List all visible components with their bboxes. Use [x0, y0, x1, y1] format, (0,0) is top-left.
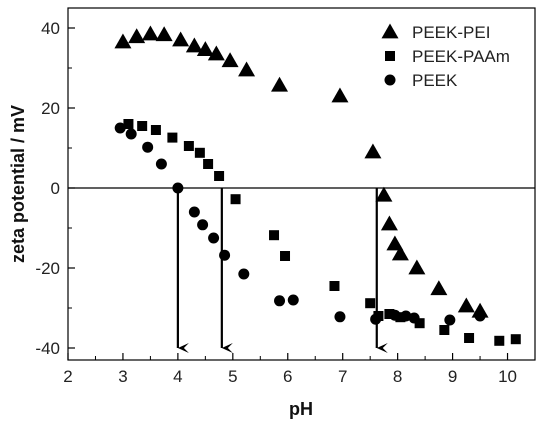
data-point — [125, 128, 137, 140]
y-tick-label: 20 — [41, 99, 60, 118]
data-point — [114, 122, 126, 134]
x-tick-label: 5 — [228, 367, 237, 386]
data-point — [230, 194, 241, 205]
legend-label: PEEK — [412, 71, 458, 90]
data-point — [510, 334, 521, 345]
data-point — [185, 37, 203, 53]
data-point — [457, 297, 475, 313]
legend-marker — [385, 51, 395, 61]
x-tick-label: 4 — [173, 367, 182, 386]
series-peek-pei — [114, 25, 489, 318]
data-point — [141, 25, 159, 41]
y-tick-label: -40 — [35, 339, 60, 358]
data-point — [207, 45, 225, 61]
data-point — [395, 312, 406, 323]
x-tick-label: 9 — [448, 367, 457, 386]
data-point — [408, 312, 420, 324]
legend-label: PEEK-PEI — [412, 23, 490, 42]
data-point — [408, 259, 426, 275]
data-point — [208, 232, 220, 244]
data-point — [439, 325, 450, 335]
series-peek — [114, 122, 486, 326]
data-point — [203, 159, 214, 169]
y-tick-label: 40 — [41, 19, 60, 38]
legend: PEEK-PEI PEEK-PAAm PEEK — [381, 23, 510, 90]
data-point — [221, 52, 239, 68]
data-point — [172, 182, 184, 194]
data-point — [391, 245, 409, 261]
data-point — [123, 119, 134, 129]
data-point — [370, 313, 382, 325]
data-point — [155, 158, 167, 170]
data-point — [384, 309, 395, 319]
x-tick-label: 10 — [498, 367, 517, 386]
data-point — [364, 143, 382, 159]
data-point — [287, 294, 299, 306]
data-point — [167, 132, 178, 143]
data-point — [400, 310, 412, 322]
data-point — [334, 311, 346, 323]
data-point — [269, 230, 280, 241]
data-point — [444, 314, 456, 326]
data-point — [172, 31, 190, 47]
data-point — [271, 76, 289, 92]
series-layer — [114, 25, 521, 346]
data-point — [142, 141, 154, 153]
data-point — [196, 41, 214, 56]
data-point — [197, 219, 209, 231]
data-point — [194, 147, 205, 158]
data-point — [150, 125, 161, 135]
y-axis-title: zeta potential / mV — [8, 105, 28, 263]
data-point — [375, 186, 393, 202]
data-point — [274, 295, 286, 307]
data-point — [329, 281, 340, 291]
x-tick-label: 3 — [118, 367, 127, 386]
data-point — [494, 335, 505, 346]
legend-marker — [384, 74, 396, 86]
data-point — [238, 61, 256, 77]
data-point — [280, 251, 291, 261]
data-point — [386, 235, 404, 251]
data-point — [155, 26, 173, 42]
legend-marker — [381, 23, 399, 39]
data-point — [389, 309, 401, 321]
data-point — [128, 28, 146, 44]
y-tick-label: -20 — [35, 259, 60, 278]
data-point — [474, 310, 486, 322]
y-tick-label: 0 — [51, 179, 60, 198]
data-point — [137, 121, 148, 131]
legend-label: PEEK-PAAm — [412, 47, 510, 66]
data-point — [214, 171, 225, 181]
x-tick-label: 8 — [393, 367, 402, 386]
data-point — [380, 215, 398, 231]
data-point — [464, 333, 475, 343]
data-point — [430, 280, 448, 296]
data-point — [238, 268, 250, 280]
x-tick-label: 7 — [338, 367, 347, 386]
data-point — [114, 33, 132, 49]
x-axis-title: pH — [289, 399, 313, 419]
data-point — [183, 141, 194, 151]
plot-frame — [67, 7, 536, 361]
x-tick-label: 2 — [63, 367, 72, 386]
x-tick-label: 6 — [283, 367, 292, 386]
axis-ticks: 2 3 4 5 6 7 8 9 10 -40 -20 0 20 40 — [35, 19, 517, 386]
data-point — [365, 298, 376, 309]
arrows-layer — [176, 188, 388, 353]
data-point — [219, 249, 231, 261]
data-point — [414, 318, 425, 329]
data-point — [331, 87, 349, 103]
data-point — [188, 206, 200, 218]
